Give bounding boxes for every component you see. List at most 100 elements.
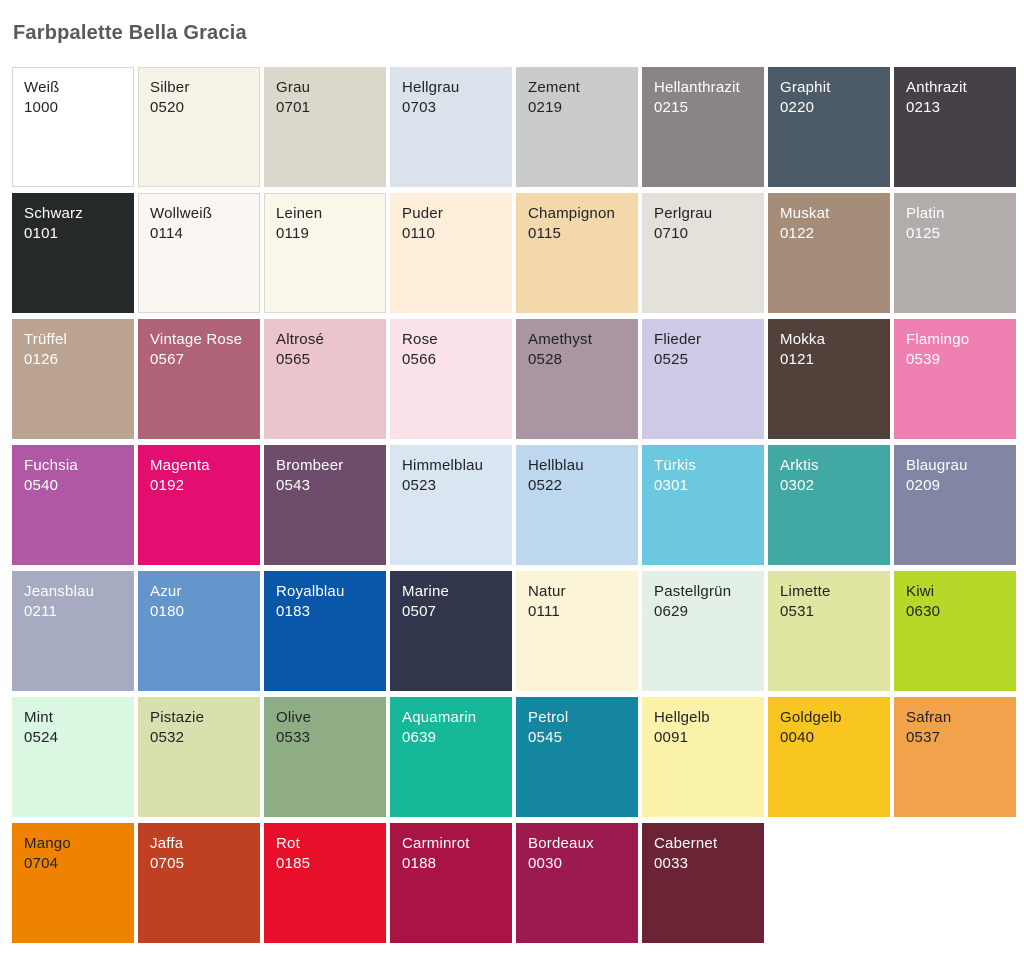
color-swatch: Flieder 0525 xyxy=(642,319,764,439)
color-swatch: Olive 0533 xyxy=(264,697,386,817)
color-name: Cabernet xyxy=(654,835,718,852)
color-code: 0531 xyxy=(780,603,815,620)
color-name: Jeansblau xyxy=(24,583,95,600)
color-code: 0710 xyxy=(654,225,689,242)
color-swatch: Fuchsia 0540 xyxy=(12,445,134,565)
color-name: Champignon xyxy=(528,205,616,222)
color-swatch: Arktis 0302 xyxy=(768,445,890,565)
color-code: 0110 xyxy=(402,225,436,242)
color-code: 0567 xyxy=(150,351,185,368)
color-name: Rose xyxy=(402,331,438,348)
color-code: 0545 xyxy=(528,729,563,746)
color-swatch: Bordeaux 0030 xyxy=(516,823,638,943)
color-name: Petrol xyxy=(528,709,569,726)
color-swatch: Marine 0507 xyxy=(390,571,512,691)
color-code: 0528 xyxy=(528,351,563,368)
color-name: Grau xyxy=(276,79,311,96)
color-swatch: Mokka 0121 xyxy=(768,319,890,439)
color-code: 0040 xyxy=(780,729,815,746)
color-swatch: Magenta 0192 xyxy=(138,445,260,565)
color-code: 0122 xyxy=(780,225,815,242)
color-swatch: Platin 0125 xyxy=(894,193,1016,313)
color-name: Blaugrau xyxy=(906,457,968,474)
color-code: 0101 xyxy=(24,225,59,242)
color-code: 0126 xyxy=(24,351,59,368)
color-swatch: Altrosé 0565 xyxy=(264,319,386,439)
color-code: 0302 xyxy=(780,477,815,494)
color-swatch: Anthrazit 0213 xyxy=(894,67,1016,187)
palette-grid: Weiß 1000 Silber 0520 Grau 0701 Hellgrau… xyxy=(12,67,1016,943)
color-name: Pistazie xyxy=(150,709,205,726)
color-name: Safran xyxy=(906,709,952,726)
color-swatch: Mango 0704 xyxy=(12,823,134,943)
color-name: Natur xyxy=(528,583,566,600)
color-swatch: Wollweiß 0114 xyxy=(138,193,260,313)
color-code: 0091 xyxy=(654,729,689,746)
color-code: 0192 xyxy=(150,477,185,494)
color-code: 0520 xyxy=(150,99,185,116)
color-code: 0219 xyxy=(528,99,563,116)
color-code: 0543 xyxy=(276,477,311,494)
color-swatch: Mint 0524 xyxy=(12,697,134,817)
color-swatch: Graphit 0220 xyxy=(768,67,890,187)
color-swatch: Aquamarin 0639 xyxy=(390,697,512,817)
color-name: Pastellgrün xyxy=(654,583,732,600)
color-code: 0565 xyxy=(276,351,311,368)
color-name: Anthrazit xyxy=(906,79,967,96)
color-swatch: Hellgelb 0091 xyxy=(642,697,764,817)
color-swatch: Pastellgrün 0629 xyxy=(642,571,764,691)
color-code: 0523 xyxy=(402,477,437,494)
color-code: 0522 xyxy=(528,477,563,494)
color-swatch: Flamingo 0539 xyxy=(894,319,1016,439)
color-code: 0183 xyxy=(276,603,311,620)
color-swatch: Cabernet 0033 xyxy=(642,823,764,943)
color-name: Amethyst xyxy=(528,331,593,348)
color-swatch: Pistazie 0532 xyxy=(138,697,260,817)
color-code: 0209 xyxy=(906,477,941,494)
color-name: Arktis xyxy=(780,457,819,474)
color-name: Perlgrau xyxy=(654,205,713,222)
color-swatch: Leinen 0119 xyxy=(264,193,386,313)
color-name: Aquamarin xyxy=(402,709,477,726)
color-code: 0533 xyxy=(276,729,311,746)
color-swatch: Vintage Rose 0567 xyxy=(138,319,260,439)
color-swatch: Goldgelb 0040 xyxy=(768,697,890,817)
color-code: 0115 xyxy=(528,225,562,242)
color-name: Azur xyxy=(150,583,182,600)
color-name: Schwarz xyxy=(24,205,83,222)
color-code: 0180 xyxy=(150,603,185,620)
color-name: Platin xyxy=(906,205,945,222)
color-name: Muskat xyxy=(780,205,830,222)
color-name: Hellblau xyxy=(528,457,584,474)
color-name: Mint xyxy=(24,709,54,726)
color-name: Flamingo xyxy=(906,331,970,348)
color-swatch: Petrol 0545 xyxy=(516,697,638,817)
color-code: 0537 xyxy=(906,729,941,746)
color-swatch: Natur 0111 xyxy=(516,571,638,691)
color-code: 0639 xyxy=(402,729,437,746)
color-code: 0215 xyxy=(654,99,689,116)
color-swatch: Carminrot 0188 xyxy=(390,823,512,943)
color-swatch: Rose 0566 xyxy=(390,319,512,439)
color-code: 0121 xyxy=(780,351,815,368)
color-code: 0185 xyxy=(276,855,311,872)
color-name: Limette xyxy=(780,583,831,600)
color-name: Brombeer xyxy=(276,457,344,474)
color-name: Trüffel xyxy=(24,331,68,348)
color-name: Fuchsia xyxy=(24,457,78,474)
color-name: Mango xyxy=(24,835,71,852)
color-swatch: Silber 0520 xyxy=(138,67,260,187)
color-swatch: Weiß 1000 xyxy=(12,67,134,187)
color-name: Goldgelb xyxy=(780,709,842,726)
color-code: 0033 xyxy=(654,855,689,872)
color-name: Vintage Rose xyxy=(150,331,243,348)
color-swatch: Blaugrau 0209 xyxy=(894,445,1016,565)
color-swatch: Perlgrau 0710 xyxy=(642,193,764,313)
color-code: 0301 xyxy=(654,477,689,494)
color-code: 0507 xyxy=(402,603,437,620)
color-code: 0188 xyxy=(402,855,437,872)
color-code: 0111 xyxy=(528,603,560,620)
color-name: Puder xyxy=(402,205,444,222)
color-code: 0703 xyxy=(402,99,437,116)
color-name: Kiwi xyxy=(906,583,935,600)
